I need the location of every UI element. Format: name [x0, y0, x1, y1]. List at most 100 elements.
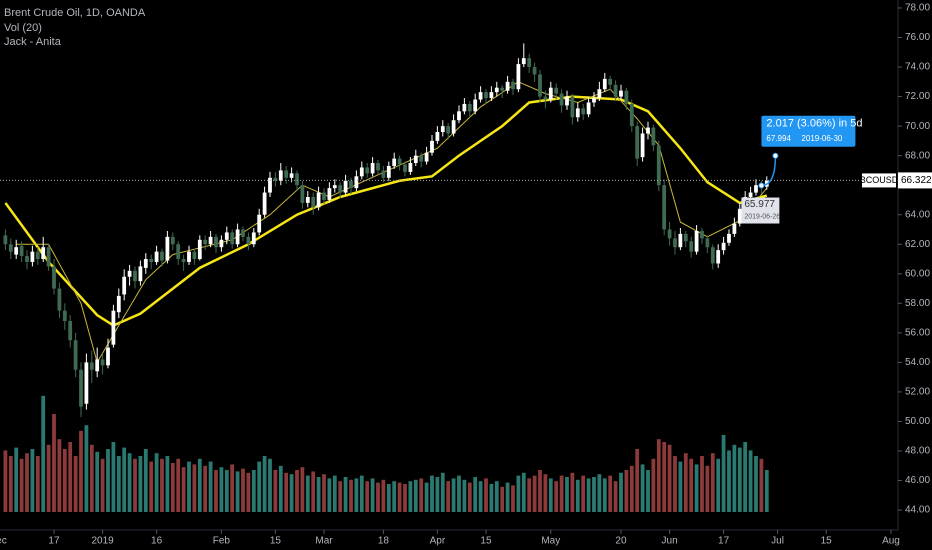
volume-bar [478, 481, 483, 512]
volume-bar [505, 482, 510, 512]
y-tick-label: 48.00 [905, 446, 930, 457]
candle-body [689, 241, 694, 252]
tooltip-value: 65.977 [744, 199, 775, 210]
volume-bar [349, 479, 353, 512]
candle-body [597, 89, 602, 99]
candle-body [181, 259, 186, 262]
candle-body [116, 295, 121, 313]
candle-body [230, 232, 235, 245]
volume-bar [656, 439, 661, 512]
candle-body [46, 247, 51, 267]
candle-body [748, 192, 753, 197]
candle-body [295, 173, 299, 186]
candle-body [25, 256, 29, 262]
volume-bar [338, 481, 343, 512]
candle-body [494, 87, 499, 93]
candle-body [532, 67, 537, 75]
y-tick-label: 50.00 [905, 416, 930, 427]
candle-body [19, 245, 24, 257]
volume-bar [68, 442, 73, 512]
candle-body [678, 233, 683, 248]
volume-bar [3, 450, 8, 512]
candle-body [651, 127, 656, 146]
x-tick-label: Aug [882, 536, 900, 547]
x-tick-label: 17 [718, 536, 730, 547]
volume-bar [424, 482, 429, 512]
candle-body [538, 74, 542, 97]
volume-bar [176, 458, 181, 512]
volume-bar [457, 475, 461, 512]
volume-bar [408, 481, 413, 512]
volume-bar [397, 482, 402, 512]
volume-bar [381, 479, 386, 512]
volume-bar [662, 442, 667, 512]
candle-body [278, 170, 283, 181]
y-tick-label: 52.00 [905, 387, 930, 398]
x-tick-label: Mar [315, 536, 333, 547]
candle-body [262, 192, 267, 215]
candle-body [52, 266, 56, 289]
candle-body [35, 251, 40, 260]
y-tick-label: 62.00 [905, 239, 930, 250]
candle-body [413, 155, 418, 164]
volume-bar [25, 453, 29, 512]
plot-area [3, 43, 769, 512]
volume-bar [322, 474, 326, 512]
indicator-label: Vol (20) [4, 22, 42, 34]
volume-bar [386, 484, 391, 512]
volume-bar [392, 481, 397, 512]
candle-body [41, 247, 46, 260]
candle-body [419, 155, 424, 162]
volume-bar [257, 461, 262, 512]
volume-bar [138, 456, 143, 512]
candle-body [710, 247, 715, 264]
candle-body [727, 233, 731, 243]
candle-body [694, 230, 699, 252]
candle-body [635, 126, 640, 159]
volume-bar [619, 472, 623, 512]
tooltip-date: 2019-06-26 [744, 213, 780, 220]
x-tick-label: Apr [430, 536, 446, 547]
volume-bar [494, 481, 499, 512]
candle-body [338, 185, 343, 193]
volume-bar [354, 478, 359, 512]
volume-bar [451, 478, 456, 512]
candle-body [316, 192, 321, 208]
candle-body [408, 163, 413, 172]
candle-body [149, 259, 154, 262]
candle-body [62, 310, 67, 322]
candle-body [473, 99, 478, 112]
volume-bar [532, 475, 537, 512]
volume-bar [575, 479, 580, 512]
candle-body [30, 251, 35, 262]
y-tick-label: 70.00 [905, 121, 930, 132]
candle-body [656, 145, 661, 186]
volume-bar [586, 478, 591, 512]
candle-body [122, 276, 127, 295]
volume-bar [678, 461, 683, 512]
volume-bar [640, 464, 645, 512]
candle-body [505, 81, 510, 91]
x-tick-label: May [541, 536, 560, 547]
volume-bar [219, 467, 224, 512]
volume-bar [235, 471, 240, 512]
candle-body [548, 87, 553, 100]
candle-body [662, 185, 667, 230]
volume-bar [403, 484, 407, 512]
candle-body [289, 173, 294, 178]
volume-bar [554, 481, 559, 512]
volume-bar [365, 481, 370, 512]
x-tick-label: 15 [270, 536, 282, 547]
volume-bar [754, 456, 758, 512]
volume-bar [581, 475, 586, 512]
volume-bar [764, 470, 769, 512]
volume-bar [208, 461, 213, 512]
volume-bar [727, 450, 731, 512]
candle-body [716, 250, 721, 264]
volume-bar [332, 475, 337, 512]
volume-bar [165, 456, 170, 512]
candle-body [268, 177, 272, 193]
candle-body [667, 229, 672, 239]
candle-body [349, 180, 353, 189]
